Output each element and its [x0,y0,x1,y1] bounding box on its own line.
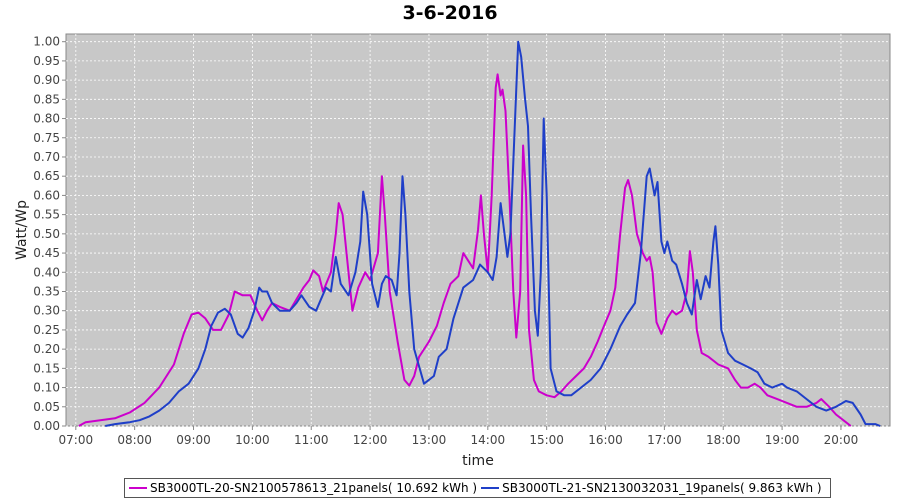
y-tick-label: 0.85 [33,92,60,106]
x-tick-label: 17:00 [647,433,682,447]
grid-lines [66,34,890,427]
y-tick-label: 0.95 [33,54,60,68]
x-axis-label: time [462,453,494,469]
legend-swatch-series-1 [129,487,147,489]
y-tick-label: 0.15 [33,361,60,375]
legend-swatch-series-2 [481,487,500,489]
y-tick-label: 0.50 [33,227,60,241]
legend-entry-series-1: SB3000TL-20-SN2100578613_21panels( 10.69… [129,481,477,495]
x-tick-label: 10:00 [235,433,270,447]
y-tick-label: 0.40 [33,265,60,279]
y-tick-label: 0.25 [33,323,60,337]
x-tick-label: 13:00 [412,433,447,447]
series-lines [78,40,881,427]
y-tick-label: 0.20 [33,342,60,356]
x-tick-label: 15:00 [529,433,564,447]
y-tick-label: 0.05 [33,400,60,414]
x-tick-label: 16:00 [588,433,623,447]
x-tick-label: 08:00 [117,433,152,447]
series-line-2 [105,40,881,427]
x-tick-label: 19:00 [765,433,800,447]
y-tick-label: 0.70 [33,150,60,164]
y-tick-label: 0.60 [33,188,60,202]
y-tick-label: 0.75 [33,131,60,145]
x-tick-label: 20:00 [824,433,859,447]
x-tick-label: 09:00 [176,433,211,447]
x-tick-label: 18:00 [706,433,741,447]
legend-entry-series-2: SB3000TL-21-SN2130032031_19panels( 9.863… [481,481,822,495]
y-tick-label: 0.45 [33,246,60,260]
legend-label-series-1: SB3000TL-20-SN2100578613_21panels( 10.69… [150,481,478,495]
x-tick-label: 11:00 [294,433,329,447]
x-tick-label: 14:00 [471,433,506,447]
chart-title: 3-6-2016 [402,2,498,24]
legend: SB3000TL-20-SN2100578613_21panels( 10.69… [124,478,831,498]
y-tick-label: 1.00 [33,35,60,49]
y-tick-label: 0.00 [33,419,60,433]
y-tick-label: 0.30 [33,304,60,318]
y-tick-label: 0.10 [33,381,60,395]
y-tick-label: 0.35 [33,284,60,298]
y-axis-label: Watt/Wp [14,200,30,260]
x-tick-label: 07:00 [59,433,94,447]
x-axis: 07:00 08:00 09:00 10:00 11:00 12:00 13:00 14:00… [59,426,859,447]
y-tick-label: 0.55 [33,208,60,222]
x-tick-label: 12:00 [353,433,388,447]
legend-label-series-2: SB3000TL-21-SN2130032031_19panels( 9.863… [502,481,822,495]
y-axis: 0.00 0.05 0.10 0.15 0.20 0.25 0.30 0.35 0.40 0.45… [33,35,66,433]
y-tick-label: 0.80 [33,112,60,126]
y-tick-label: 0.90 [33,73,60,87]
y-tick-label: 0.65 [33,169,60,183]
